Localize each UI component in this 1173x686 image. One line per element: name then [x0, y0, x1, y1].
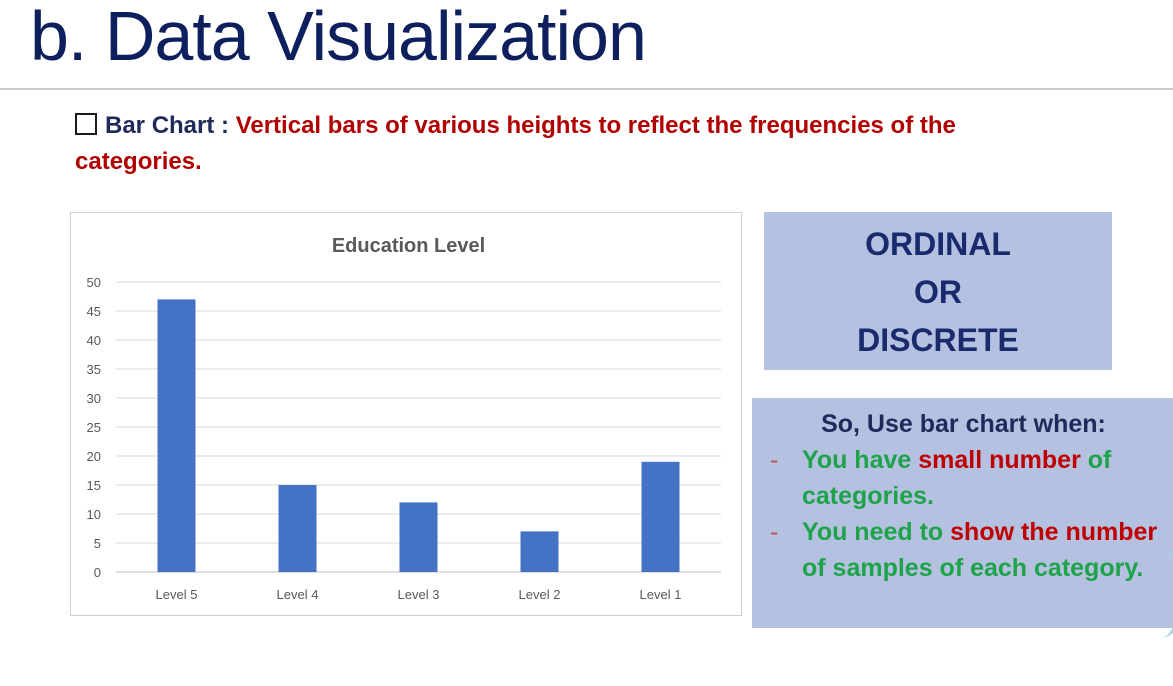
usage-item-1: - You have small number of categories. — [764, 442, 1163, 514]
usage-item-2-highlight: show the number — [950, 518, 1158, 546]
x-tick-label: Level 5 — [156, 587, 198, 602]
usage-heading: So, Use bar chart when: — [821, 410, 1106, 438]
usage-item-1-part-1: You have — [802, 446, 919, 474]
y-tick-label: 5 — [94, 536, 101, 551]
title-divider — [0, 88, 1173, 90]
dash-marker: - — [770, 518, 779, 546]
usage-item-2: - You need to show the number of samples … — [764, 514, 1163, 586]
dash-marker: - — [770, 446, 779, 474]
bullet-lead: Bar Chart : — [105, 112, 236, 139]
bar-chart: Education Level 0 5 10 15 20 25 30 35 40 45 50 Level… — [70, 212, 742, 616]
y-tick-label: 20 — [87, 449, 101, 464]
y-tick-label: 45 — [87, 304, 101, 319]
ordinal-line-3: DISCRETE — [857, 322, 1019, 358]
ordinal-line-2: OR — [914, 274, 962, 310]
x-tick-label: Level 2 — [519, 587, 561, 602]
y-tick-label: 25 — [87, 420, 101, 435]
y-tick-label: 40 — [87, 333, 101, 348]
y-tick-label: 10 — [87, 507, 101, 522]
ordinal-line-1: ORDINAL — [865, 226, 1011, 262]
x-tick-label: Level 4 — [277, 587, 319, 602]
usage-note-box: So, Use bar chart when: - You have small … — [752, 398, 1173, 628]
chart-title: Education Level — [332, 235, 485, 257]
usage-item-1-part-3: of categories. — [802, 446, 1112, 510]
bar-level-2 — [520, 531, 559, 572]
decorative-arc — [1160, 548, 1173, 638]
bar-level-3 — [399, 502, 438, 572]
usage-item-2-part-1: You need to — [802, 518, 951, 546]
ordinal-discrete-box: ORDINAL OR DISCRETE — [764, 212, 1112, 370]
x-tick-label: Level 1 — [640, 587, 682, 602]
usage-item-2-part-3: of samples of each category. — [802, 554, 1144, 582]
bullet-bar-chart: Bar Chart : Vertical bars of various hei… — [75, 108, 1075, 180]
y-tick-label: 15 — [87, 478, 101, 493]
y-tick-label: 50 — [87, 275, 101, 290]
x-tick-label: Level 3 — [398, 587, 440, 602]
bar-level-5 — [157, 299, 196, 572]
bar-level-4 — [278, 485, 317, 572]
checkbox-bullet-icon — [75, 113, 97, 135]
bullet-description: Vertical bars of various heights to refl… — [75, 112, 956, 175]
y-tick-label: 0 — [94, 565, 101, 580]
y-tick-label: 35 — [87, 362, 101, 377]
y-tick-label: 30 — [87, 391, 101, 406]
bar-chart-svg: Education Level 0 5 10 15 20 25 30 35 40 45 50 Level… — [87, 235, 721, 602]
slide-title: b. Data Visualization — [30, 0, 647, 75]
usage-item-1-highlight: small number — [918, 446, 1081, 474]
bar-level-1 — [641, 461, 680, 572]
